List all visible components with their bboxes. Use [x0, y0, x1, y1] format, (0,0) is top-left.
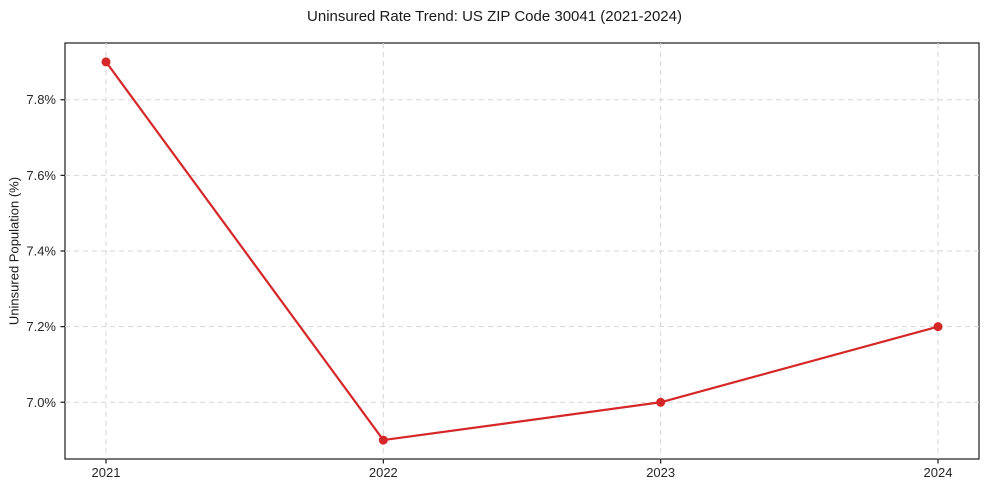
data-point-2024 [933, 322, 943, 332]
chart-title: Uninsured Rate Trend: US ZIP Code 30041 … [307, 8, 682, 25]
data-point-2021 [101, 57, 111, 67]
data-point-2022 [378, 435, 388, 445]
x-tick-label: 2023 [646, 465, 675, 480]
y-tick-label: 7.2% [26, 319, 56, 334]
y-tick-label: 7.4% [26, 244, 56, 259]
data-point-2023 [656, 397, 666, 407]
y-tick-label: 7.8% [26, 92, 56, 107]
x-tick-label: 2021 [92, 465, 121, 480]
x-tick-label: 2024 [924, 465, 953, 480]
y-tick-label: 7.0% [26, 395, 56, 410]
y-tick-label: 7.6% [26, 168, 56, 183]
trend-line [104, 60, 940, 442]
x-tick-label: 2022 [369, 465, 398, 480]
